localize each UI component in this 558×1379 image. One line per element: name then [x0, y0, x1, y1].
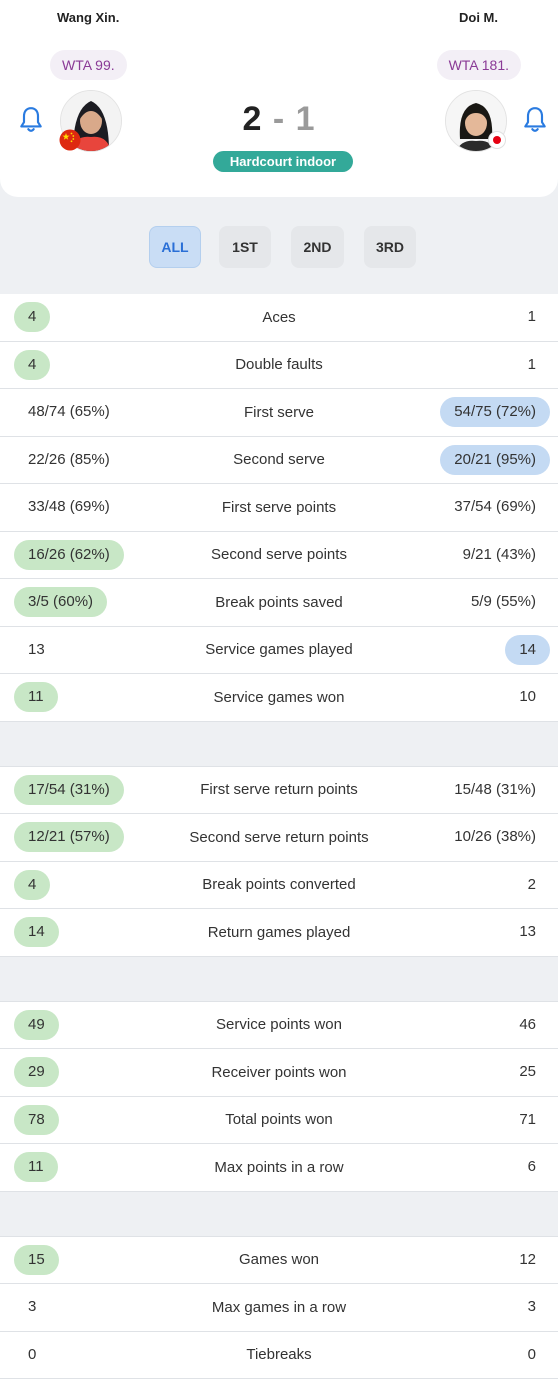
- stat-right-value: 37/54 (69%): [440, 492, 550, 522]
- stat-label: Games won: [0, 1237, 558, 1284]
- stat-label: Receiver points won: [0, 1049, 558, 1096]
- stat-right-value: 10/26 (38%): [440, 822, 550, 852]
- group-spacer: [0, 722, 558, 767]
- group-spacer: [0, 957, 558, 1002]
- tab-2nd[interactable]: 2ND: [291, 226, 344, 268]
- stat-label: Return games played: [0, 909, 558, 956]
- stat-left-value: 4: [14, 350, 50, 380]
- stat-left-value: 17/54 (31%): [14, 775, 124, 805]
- stat-right-value: 9/21 (43%): [449, 540, 550, 570]
- stat-left-value: 49: [14, 1010, 59, 1040]
- score-right: 1: [296, 100, 316, 138]
- tab-1st[interactable]: 1ST: [219, 226, 271, 268]
- stat-right-value: 3: [514, 1292, 550, 1322]
- score-left: 2: [242, 100, 262, 138]
- stat-label: Tiebreaks: [0, 1332, 558, 1379]
- stat-right-value: 46: [505, 1010, 550, 1040]
- stat-left-value: 3: [14, 1292, 50, 1322]
- stat-right-value: 15/48 (31%): [440, 775, 550, 805]
- stat-left-value: 11: [14, 1152, 58, 1182]
- stat-label: Service points won: [0, 1002, 558, 1049]
- stat-left-value: 22/26 (85%): [14, 445, 124, 475]
- stat-right-value: 10: [505, 682, 550, 712]
- stat-label: Double faults: [0, 342, 558, 389]
- stat-label: Aces: [0, 294, 558, 341]
- stat-left-value: 16/26 (62%): [14, 540, 124, 570]
- stat-label: Service games won: [0, 674, 558, 721]
- stat-right-value: 71: [505, 1105, 550, 1135]
- stat-right-value: 2: [514, 870, 550, 900]
- stat-left-value: 4: [14, 302, 50, 332]
- match-score: 2 - 1: [0, 100, 558, 139]
- stat-left-value: 14: [14, 917, 59, 947]
- stat-label: Total points won: [0, 1097, 558, 1144]
- stat-label: Break points converted: [0, 862, 558, 909]
- group-spacer: [0, 1192, 558, 1237]
- player-left-name[interactable]: Wang Xin.: [57, 10, 119, 25]
- tab-all[interactable]: ALL: [149, 226, 201, 268]
- stat-left-value: 13: [14, 635, 59, 665]
- stat-right-value: 1: [514, 302, 550, 332]
- stat-left-value: 3/5 (60%): [14, 587, 107, 617]
- player-left-rank: WTA 99.: [50, 50, 127, 80]
- player-right-rank: WTA 181.: [437, 50, 521, 80]
- stat-right-value: 5/9 (55%): [457, 587, 550, 617]
- stat-left-value: 33/48 (69%): [14, 492, 124, 522]
- surface-badge: Hardcourt indoor: [213, 151, 353, 172]
- stat-right-value: 1: [514, 350, 550, 380]
- stat-left-value: 15: [14, 1245, 59, 1275]
- stat-right-value: 12: [505, 1245, 550, 1275]
- stat-left-value: 12/21 (57%): [14, 822, 124, 852]
- stat-right-value: 20/21 (95%): [440, 445, 550, 475]
- stat-left-value: 78: [14, 1105, 59, 1135]
- tab-3rd[interactable]: 3RD: [364, 226, 416, 268]
- stat-left-value: 29: [14, 1057, 59, 1087]
- stat-right-value: 13: [505, 917, 550, 947]
- stat-right-value: 14: [505, 635, 550, 665]
- stat-left-value: 11: [14, 682, 58, 712]
- stat-left-value: 4: [14, 870, 50, 900]
- stat-label: Max points in a row: [0, 1144, 558, 1191]
- stat-right-value: 0: [514, 1340, 550, 1370]
- stat-label: Service games played: [0, 627, 558, 674]
- period-tabs: ALL 1ST 2ND 3RD: [0, 226, 558, 270]
- stat-right-value: 54/75 (72%): [440, 397, 550, 427]
- stat-left-value: 0: [14, 1340, 50, 1370]
- stat-right-value: 6: [514, 1152, 550, 1182]
- stat-left-value: 48/74 (65%): [14, 397, 124, 427]
- stat-label: Max games in a row: [0, 1284, 558, 1331]
- stat-right-value: 25: [505, 1057, 550, 1087]
- player-right-name[interactable]: Doi M.: [459, 10, 498, 25]
- match-header: Wang Xin. Doi M. WTA 99. WTA 181.: [0, 0, 558, 197]
- score-separator: -: [273, 100, 285, 138]
